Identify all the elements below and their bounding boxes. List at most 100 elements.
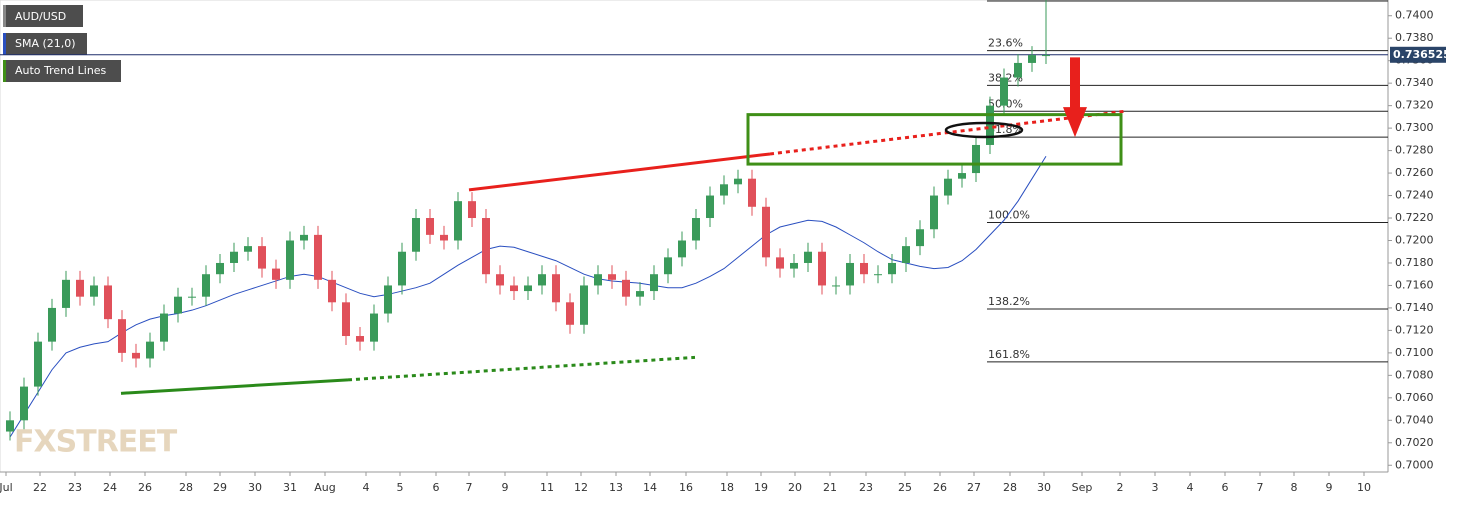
y-tick-label: 0.7040 (1395, 413, 1434, 426)
candle-body (48, 307, 56, 342)
x-tick-label: 5 (397, 481, 404, 494)
candle-body (720, 184, 728, 196)
x-tick-label: 4 (363, 481, 370, 494)
candle-body (958, 173, 966, 179)
candle-body (944, 178, 952, 196)
indicator-labels: AUD/USD SMA (21,0) Auto Trend Lines (3, 5, 121, 82)
candle-body (1000, 77, 1008, 106)
candle-body (496, 274, 504, 286)
x-tick-label: 14 (643, 481, 657, 494)
candle-body (160, 313, 168, 342)
candle-body (888, 262, 896, 275)
y-tick-label: 0.7060 (1395, 391, 1434, 404)
x-tick-label: 11 (540, 481, 554, 494)
fib-label: 161.8% (988, 348, 1030, 361)
y-tick-label: 0.7300 (1395, 121, 1434, 134)
candle-body (902, 246, 910, 263)
candle-body (286, 240, 294, 280)
candle-body (104, 285, 112, 320)
x-tick-label: 2 (1117, 481, 1124, 494)
y-tick-label: 0.7100 (1395, 346, 1434, 359)
candle-body (860, 262, 868, 275)
x-tick-label: 19 (754, 481, 768, 494)
candle-body (552, 274, 560, 303)
candle-body (342, 302, 350, 337)
candle-body (118, 319, 126, 353)
x-tick-label: 31 (283, 481, 297, 494)
price-tag-label: 0.736525 (1393, 48, 1451, 61)
sma-line (9, 155, 1047, 438)
indicator-label: SMA (21,0) (15, 37, 76, 50)
candle-body (440, 234, 448, 241)
highlight-ellipse (944, 121, 1024, 139)
x-tick-label: 9 (502, 481, 509, 494)
candle-body (692, 218, 700, 241)
candle-body (818, 251, 826, 286)
candle-body (874, 274, 882, 276)
x-tick-label: 13 (609, 481, 623, 494)
candle-body (244, 246, 252, 252)
y-tick-label: 0.7180 (1395, 256, 1434, 269)
candle-body (1028, 55, 1036, 63)
candle-body (790, 262, 798, 269)
x-tick-label: 4 (1187, 481, 1194, 494)
candle-body (678, 240, 686, 258)
fib-label: 138.2% (988, 295, 1030, 308)
y-tick-label: 0.7240 (1395, 189, 1434, 202)
candle-body (398, 251, 406, 286)
candle-body (986, 105, 994, 145)
x-tick-label: 25 (898, 481, 912, 494)
y-tick-label: 0.7340 (1395, 76, 1434, 89)
candle-body (132, 352, 140, 359)
trend-line (347, 355, 696, 382)
candle-body (538, 274, 546, 286)
y-tick-label: 0.7320 (1395, 99, 1434, 112)
candle-body (734, 178, 742, 185)
candle-body (328, 279, 336, 303)
candle-body (188, 296, 196, 298)
label-box (3, 5, 83, 27)
candle-body (412, 218, 420, 252)
candle-body (20, 386, 28, 421)
x-tick-label: 18 (720, 481, 734, 494)
x-tick-label: 29 (213, 481, 227, 494)
x-tick-label: 28 (1003, 481, 1017, 494)
candle-body (762, 206, 770, 258)
x-tick-label: 12 (574, 481, 588, 494)
candle-body (258, 246, 266, 269)
x-tick-label: 30 (248, 481, 262, 494)
watermark: FXSTREET (14, 425, 178, 460)
candle-body (384, 285, 392, 314)
label-strip (3, 5, 6, 27)
candle-body (622, 279, 630, 297)
x-tick-label: 24 (103, 481, 117, 494)
candle-body (1042, 55, 1050, 57)
x-tick-label: 3 (1152, 481, 1159, 494)
x-tick-label: 23 (859, 481, 873, 494)
candle-body (90, 285, 98, 297)
label-strip (3, 60, 6, 82)
candle-body (608, 274, 616, 280)
x-tick-label: 9 (1326, 481, 1333, 494)
candle-body (524, 285, 532, 292)
candle-body (468, 201, 476, 219)
candle-body (846, 262, 854, 286)
candle-body (230, 251, 238, 263)
y-tick-label: 0.7200 (1395, 233, 1434, 246)
indicator-label: AUD/USD (15, 10, 66, 23)
candle-body (972, 144, 980, 174)
x-tick-label: 6 (1222, 481, 1229, 494)
trend-line (120, 378, 349, 395)
x-tick-label: 26 (138, 481, 152, 494)
candle-body (916, 229, 924, 247)
x-tick-label: 20 (788, 481, 802, 494)
candle-body (594, 274, 602, 286)
candle-body (650, 274, 658, 292)
candle-body (370, 313, 378, 342)
x-tick-label: 7 (466, 481, 473, 494)
x-tick-label: Jul (0, 481, 13, 494)
x-tick-label: 26 (933, 481, 947, 494)
y-tick-label: 0.7120 (1395, 323, 1434, 336)
candle-body (748, 178, 756, 207)
y-tick-label: 0.7000 (1395, 458, 1434, 471)
